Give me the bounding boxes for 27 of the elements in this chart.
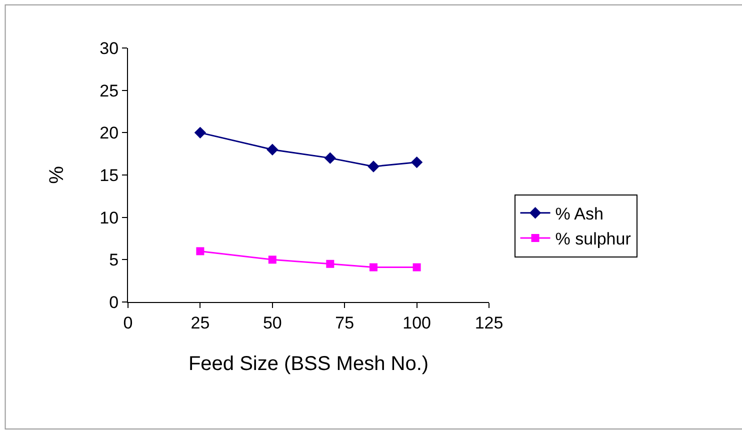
point: [194, 126, 206, 139]
x-tick-label: 0: [123, 313, 133, 332]
y-tick-label: 15: [100, 166, 119, 185]
legend-label: % Ash: [555, 204, 604, 224]
point: [368, 160, 380, 172]
x-tick-label: 125: [474, 313, 504, 332]
y-tick-label: 30: [100, 38, 119, 58]
y-axis-title: %: [46, 166, 68, 184]
y-tick-label: 5: [109, 250, 119, 270]
point: [196, 247, 204, 256]
x-tick-label: 100: [402, 313, 431, 332]
point: [369, 263, 378, 272]
point: [268, 256, 276, 264]
x-tick-label: 50: [262, 313, 282, 332]
x-tick-label: 75: [335, 313, 354, 332]
x-tick-label: 25: [190, 313, 210, 332]
y-tick-label: 25: [100, 81, 119, 100]
y-tick-label: 10: [100, 208, 119, 228]
legend-label: % sulphur: [555, 230, 632, 249]
point: [324, 152, 336, 164]
point: [410, 156, 423, 168]
point: [326, 260, 334, 268]
point: [266, 144, 278, 156]
point: [412, 263, 421, 272]
y-tick-label: 0: [109, 292, 119, 312]
y-tick-label: 20: [100, 124, 119, 143]
x-axis-title: Feed Size (BSS Mesh No.): [188, 352, 429, 375]
